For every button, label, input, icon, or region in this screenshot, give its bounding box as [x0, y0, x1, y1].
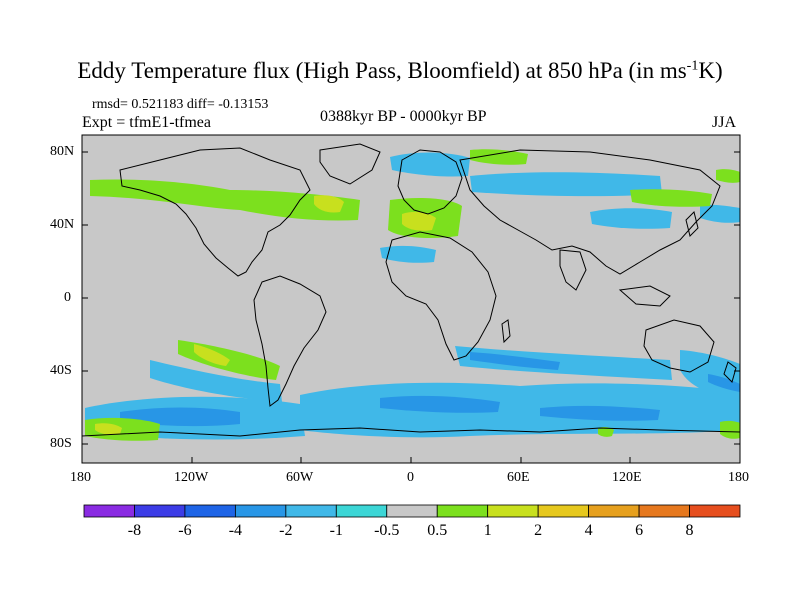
coastlines: [82, 143, 740, 437]
colorbar-swatch-8: [487, 504, 539, 518]
colorbar-label-5: -0.5: [374, 522, 400, 539]
colorbar: [83, 504, 741, 518]
lat-label-40s: 40S: [50, 363, 72, 378]
colorbar-label-0: -8: [127, 522, 142, 539]
colorbar-label-11: 8: [685, 522, 694, 539]
lat-label-80s: 80S: [50, 436, 72, 451]
lon-ticks: [81, 457, 741, 463]
colorbar-label-3: -2: [279, 522, 293, 539]
colorbar-swatch-9: [537, 504, 590, 518]
lon-label-120w: 120W: [174, 470, 209, 485]
season-label: JJA: [712, 114, 737, 131]
colorbar-swatch-7: [436, 504, 489, 518]
colorbar-label-6: 0.5: [427, 522, 448, 539]
colorbar-swatch-5: [335, 504, 388, 518]
colorbar-swatch-12: [689, 504, 741, 518]
lon-label-180w: 180: [70, 470, 91, 485]
lat-label-40n: 40N: [50, 217, 75, 232]
colorbar-swatch-2: [184, 504, 236, 518]
lat-label-80n: 80N: [50, 144, 75, 159]
experiment-label: Expt = tfmE1-tfmea: [82, 114, 211, 131]
colorbar-swatch-6: [386, 504, 438, 518]
colorbar-swatch-3: [234, 504, 287, 518]
period-label: 0388kyr BP - 0000kyr BP: [320, 108, 487, 125]
colorbar-swatch-0: [83, 504, 135, 518]
lat-ticks: [82, 151, 740, 445]
colorbar-label-8: 2: [534, 522, 543, 539]
colorbar-label-10: 6: [635, 522, 644, 539]
lon-label-60e: 60E: [507, 470, 530, 485]
chart-title: Eddy Temperature flux (High Pass, Bloomf…: [77, 58, 723, 83]
lon-label-60w: 60W: [286, 470, 314, 485]
lon-label-180e: 180: [728, 470, 749, 485]
colorbar-swatch-10: [588, 504, 640, 518]
lon-label-120e: 120E: [612, 470, 642, 485]
colorbar-label-1: -6: [178, 522, 192, 539]
lon-label-0: 0: [407, 470, 414, 485]
colorbar-swatch-11: [638, 504, 690, 518]
lat-label-0: 0: [64, 290, 71, 305]
colorbar-swatch-1: [134, 504, 186, 518]
colorbar-label-4: -1: [329, 522, 343, 539]
colorbar-swatch-4: [285, 504, 337, 518]
contour-field: [82, 143, 740, 441]
colorbar-label-2: -4: [228, 522, 243, 539]
rmsd-diff-label: rmsd= 0.521183 diff= -0.13153: [92, 97, 269, 112]
colorbar-label-9: 4: [584, 522, 593, 539]
strong-positive-regions: [95, 195, 436, 435]
colorbar-label-7: 1: [483, 522, 492, 539]
